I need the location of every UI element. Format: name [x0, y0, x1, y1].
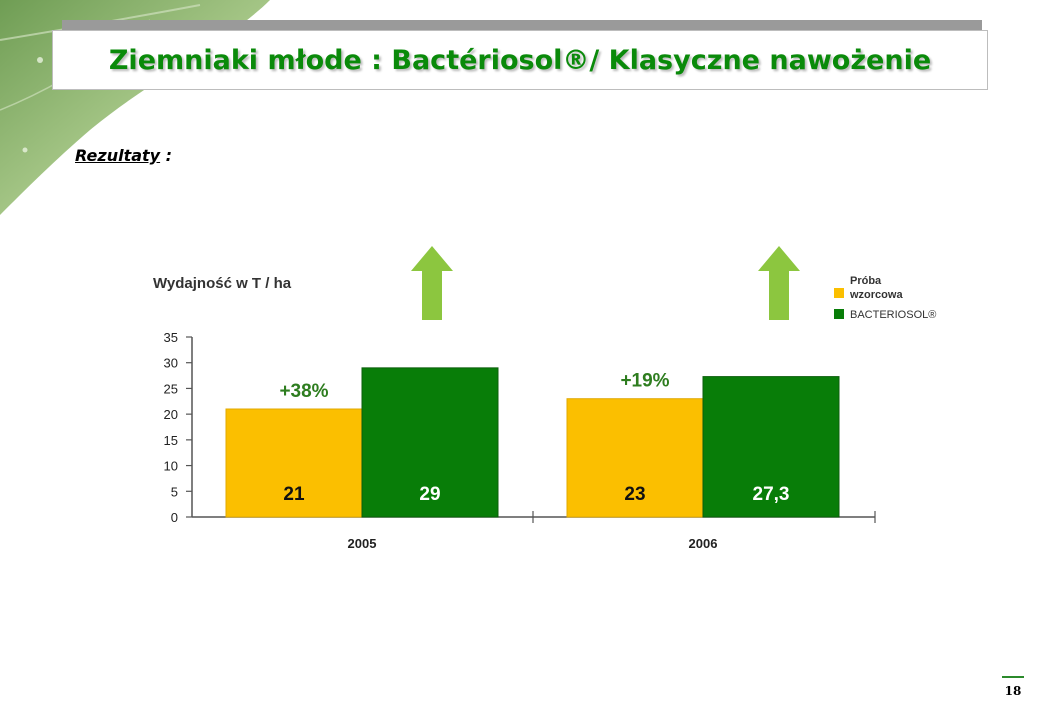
title-box: Ziemniaki młode : Bactériosol®/ Klasyczn…	[52, 30, 988, 90]
legend-swatch-control	[834, 288, 844, 298]
subheading-colon: :	[160, 146, 173, 165]
bar	[225, 408, 363, 518]
x-category-label: 2005	[348, 536, 377, 551]
bar-value-label: 23	[624, 484, 645, 505]
bar-value-label: 29	[419, 484, 440, 505]
slide-title: Ziemniaki młode : Bactériosol®/ Klasyczn…	[108, 44, 932, 76]
y-tick-label: 25	[164, 381, 178, 396]
y-tick-label: 10	[164, 459, 178, 474]
y-tick-label: 30	[164, 356, 178, 371]
y-tick-label: 5	[171, 484, 178, 499]
increase-annotation: +38%	[279, 381, 328, 402]
y-tick-label: 35	[164, 330, 178, 345]
bar	[702, 376, 840, 518]
legend-swatch-bacteriosol	[834, 309, 844, 319]
legend-label-line2: wzorcowa	[849, 289, 903, 301]
y-tick-label: 20	[164, 407, 178, 422]
y-tick-label: 15	[164, 433, 178, 448]
bar	[566, 398, 704, 518]
page-number: 18	[1002, 676, 1024, 698]
x-category-label: 2006	[689, 536, 718, 551]
legend-label-bacteriosol: BACTERIOSOL®	[850, 309, 936, 321]
increase-annotation: +19%	[620, 371, 669, 392]
increase-arrow-icon	[758, 246, 800, 320]
y-tick-label: 0	[171, 510, 178, 525]
subheading: Rezultaty :	[75, 146, 172, 165]
bar-value-label: 27,3	[753, 484, 790, 505]
y-axis-title: Wydajność w T / ha	[153, 275, 292, 292]
increase-arrow-icon	[411, 246, 453, 320]
legend-label-line1: Próba	[850, 275, 882, 287]
bar	[361, 367, 499, 518]
subheading-label: Rezultaty	[75, 146, 161, 165]
bar-value-label: 21	[283, 484, 305, 505]
